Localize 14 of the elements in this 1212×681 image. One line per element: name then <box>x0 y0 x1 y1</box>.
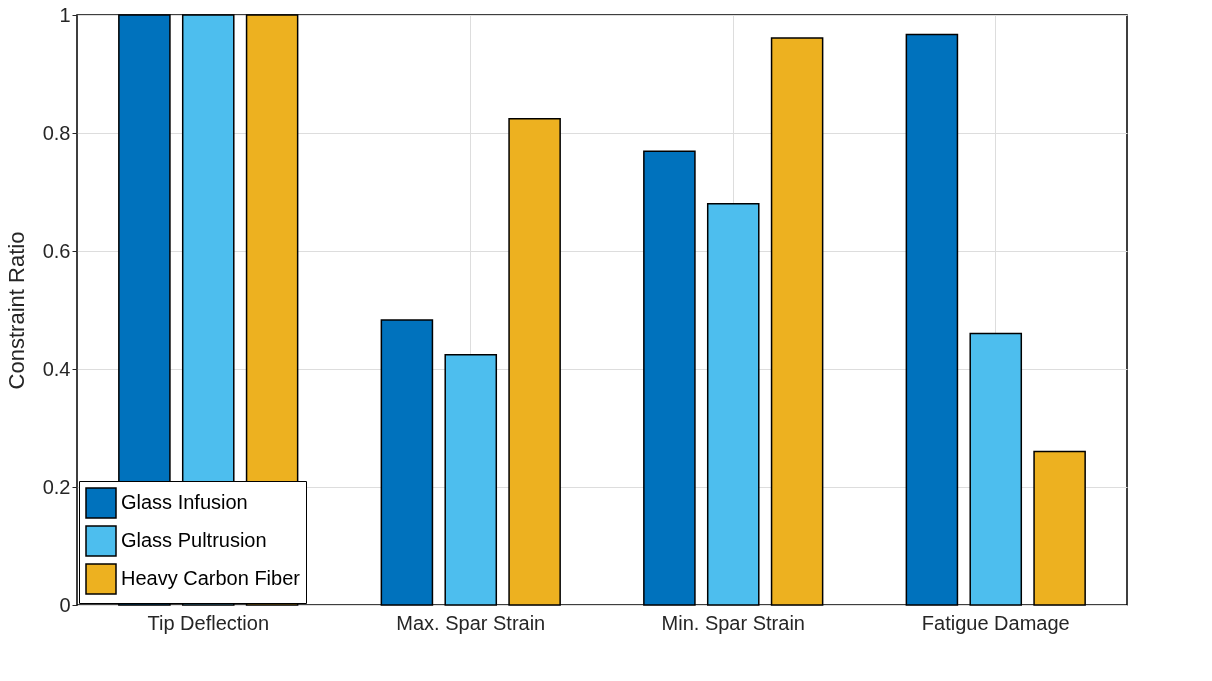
legend-label: Glass Infusion <box>121 491 248 513</box>
y-tick-label: 0.4 <box>42 357 71 380</box>
x-tick-label: Fatigue Damage <box>921 611 1070 634</box>
y-tick-label: 0.6 <box>42 239 71 262</box>
x-tick-label: Min. Spar Strain <box>661 611 805 634</box>
legend-label: Glass Pultrusion <box>121 529 267 551</box>
legend-label: Heavy Carbon Fiber <box>121 567 301 589</box>
y-axis-title: Constraint Ratio <box>3 231 29 390</box>
y-tick-label: 0.8 <box>42 121 71 144</box>
y-tick-label: 0.2 <box>42 475 71 498</box>
y-tick-label: 1 <box>59 3 71 26</box>
x-tick-label: Max. Spar Strain <box>396 611 546 634</box>
y-tick-label: 0 <box>59 593 71 616</box>
x-tick-label: Tip Deflection <box>147 611 270 634</box>
